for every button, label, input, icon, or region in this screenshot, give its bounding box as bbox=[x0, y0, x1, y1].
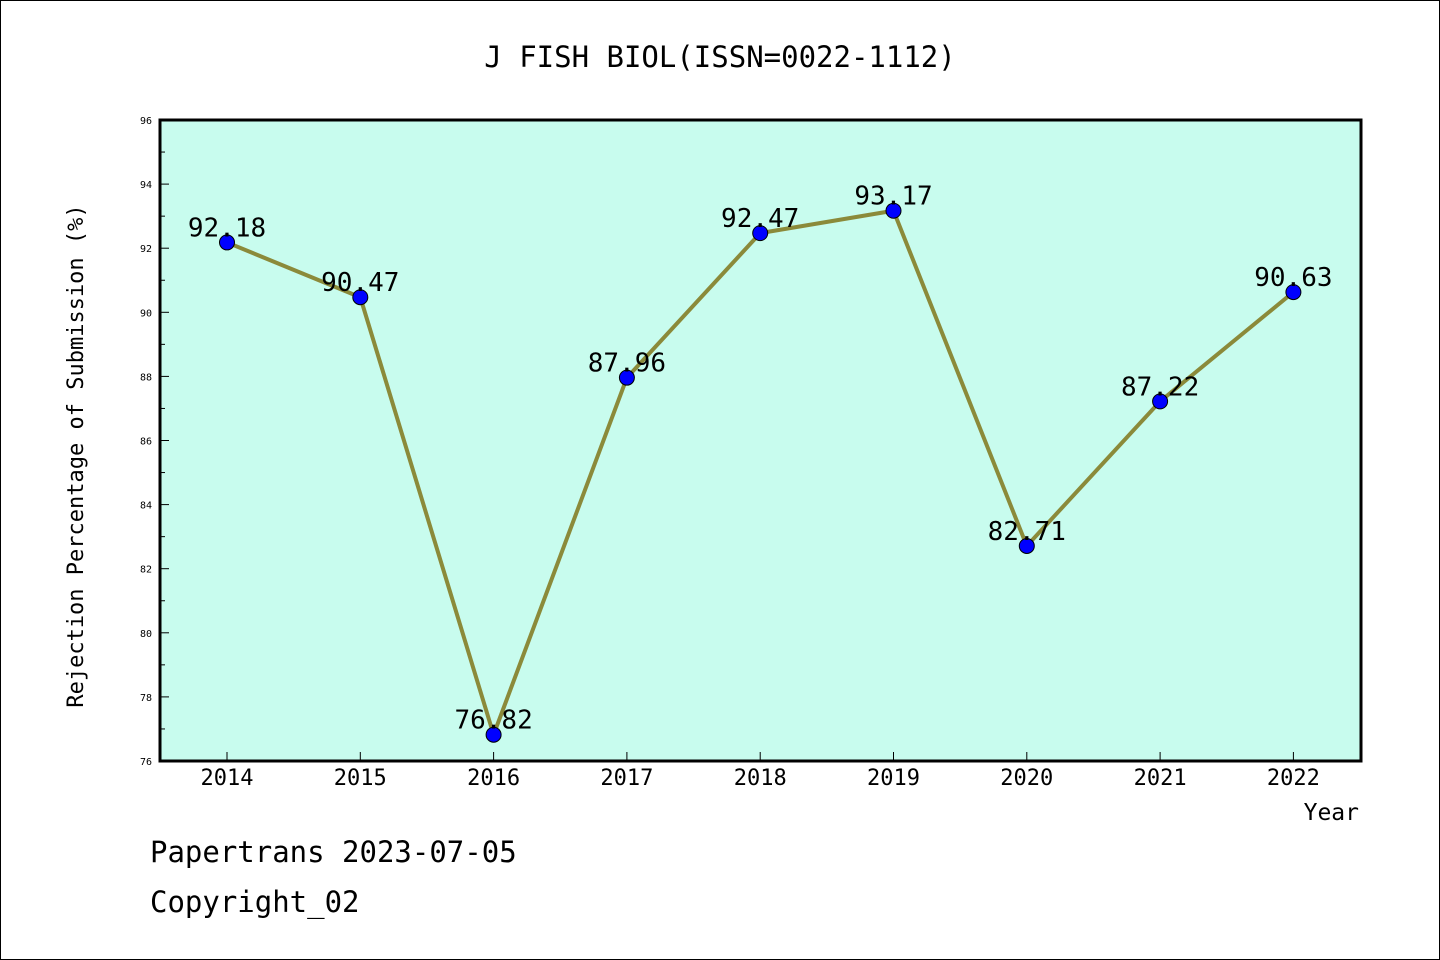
data-point bbox=[752, 225, 769, 242]
x-axis-ticks: 2014 2015 2016 2017 2018 2019 2020 2021 2022 bbox=[201, 752, 1320, 791]
x-tick-label: 2018 bbox=[734, 766, 787, 791]
data-point bbox=[885, 202, 902, 219]
data-point bbox=[1285, 284, 1302, 301]
y-tick-label: 92 bbox=[140, 244, 152, 255]
data-label: 93.17 bbox=[854, 182, 932, 212]
data-point bbox=[352, 289, 369, 306]
y-tick-label: 80 bbox=[140, 629, 152, 640]
x-axis-label: Year bbox=[1304, 800, 1359, 826]
data-label: 92.18 bbox=[188, 213, 266, 243]
data-label: 87.96 bbox=[588, 349, 666, 379]
y-tick-label: 88 bbox=[140, 372, 152, 383]
copyright-caption: Copyright_02 bbox=[150, 885, 360, 919]
x-tick-label: 2019 bbox=[867, 766, 920, 791]
x-tick-label: 2020 bbox=[1000, 766, 1053, 791]
y-tick-label: 96 bbox=[140, 116, 152, 127]
data-point bbox=[485, 726, 502, 743]
x-tick-label: 2015 bbox=[334, 766, 387, 791]
data-label: 92.47 bbox=[721, 204, 799, 234]
plot-border bbox=[158, 118, 1363, 763]
y-axis-label: Rejection Percentage of Submission (%) bbox=[64, 204, 89, 707]
data-label: 87.22 bbox=[1121, 372, 1199, 402]
y-tick-label: 86 bbox=[140, 437, 152, 448]
y-tick-label: 82 bbox=[140, 565, 152, 576]
data-label: 82.71 bbox=[988, 517, 1066, 547]
x-tick-label: 2016 bbox=[467, 766, 520, 791]
data-labels-layer: 92.18 90.47 76.82 87.96 92.47 93.17 82.71 87.22… bbox=[188, 182, 1333, 736]
data-point bbox=[1018, 537, 1035, 554]
data-point bbox=[618, 369, 635, 386]
y-tick-label: 76 bbox=[140, 757, 152, 768]
y-tick-label: 84 bbox=[140, 501, 152, 512]
y-tick-label: 78 bbox=[140, 693, 152, 704]
data-point bbox=[1152, 393, 1169, 410]
y-tick-label: 94 bbox=[140, 180, 152, 191]
data-label: 90.63 bbox=[1254, 263, 1332, 293]
x-tick-label: 2014 bbox=[201, 766, 254, 791]
chart-title: J FISH BIOL(ISSN=0022-1112) bbox=[484, 40, 955, 74]
data-label: 90.47 bbox=[321, 268, 399, 298]
source-caption: Papertrans 2023-07-05 bbox=[150, 835, 517, 869]
markers-layer bbox=[219, 202, 1302, 743]
data-point bbox=[219, 234, 235, 251]
data-label: 76.82 bbox=[454, 706, 532, 736]
x-tick-label: 2022 bbox=[1267, 766, 1320, 791]
y-tick-label: 90 bbox=[140, 308, 152, 319]
x-tick-label: 2017 bbox=[600, 766, 653, 791]
x-tick-label: 2021 bbox=[1134, 766, 1187, 791]
